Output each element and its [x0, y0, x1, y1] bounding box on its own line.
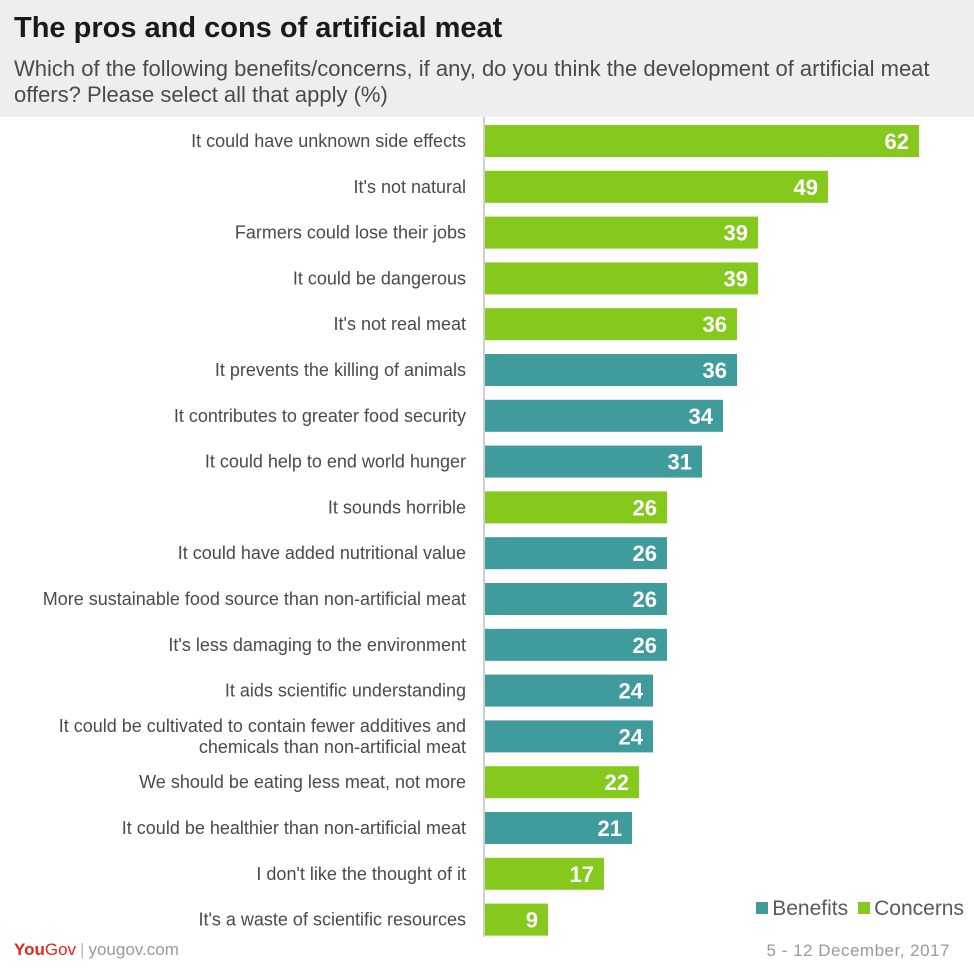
legend-item-concerns: Concerns — [858, 897, 964, 920]
bar-value-label-8: 31 — [668, 450, 692, 475]
bar-8 — [485, 445, 702, 478]
category-label-12: It's less damaging to the environment — [168, 635, 466, 655]
bar-18 — [485, 903, 548, 936]
category-label-8: It could help to end world hunger — [205, 452, 466, 472]
category-label-6: It prevents the killing of animals — [215, 360, 466, 380]
bar-9 — [485, 491, 667, 524]
category-label-7: It contributes to greater food security — [174, 406, 466, 426]
legend-label-concerns: Concerns — [874, 897, 964, 920]
chart-header: The pros and cons of artificial meat Whi… — [0, 0, 974, 117]
bar-12 — [485, 628, 667, 661]
category-label-4: It could be dangerous — [293, 268, 466, 288]
survey-date: 5 - 12 December, 2017 — [766, 941, 950, 960]
bar-10 — [485, 537, 667, 570]
logo-separator: | — [80, 940, 85, 959]
category-label-1: It could have unknown side effects — [191, 131, 466, 151]
category-label-16: It could be healthier than non-artificia… — [122, 818, 466, 838]
bar-value-label-5: 36 — [703, 312, 727, 337]
bar-value-label-17: 17 — [570, 862, 594, 887]
category-label-11: More sustainable food source than non-ar… — [43, 589, 466, 609]
category-label-13: It aids scientific understanding — [225, 681, 466, 701]
legend-swatch-benefits — [756, 902, 769, 914]
legend-swatch-concerns — [858, 902, 871, 914]
bar-value-label-3: 39 — [724, 221, 748, 246]
bar-value-label-14: 24 — [619, 724, 644, 749]
bar-14 — [485, 720, 653, 753]
legend-item-benefits: Benefits — [756, 897, 848, 920]
chart-subtitle: Which of the following benefits/concerns… — [14, 56, 930, 107]
bar-chart: 62 It could have unknown side effects 49 It… — [43, 117, 919, 937]
bar-value-label-4: 39 — [724, 266, 748, 291]
bar-1 — [485, 125, 919, 157]
bar-value-label-6: 36 — [703, 358, 727, 383]
chart-legend: Benefits Concerns — [756, 897, 964, 921]
bar-value-label-11: 26 — [633, 587, 657, 612]
category-label-3: Farmers could lose their jobs — [235, 223, 466, 243]
footer-url: yougov.com — [88, 940, 179, 959]
bar-value-label-13: 24 — [619, 679, 644, 704]
bar-value-label-1: 62 — [885, 129, 909, 154]
category-label-10: It could have added nutritional value — [178, 543, 466, 563]
bar-11 — [485, 583, 667, 615]
bar-value-label-12: 26 — [633, 633, 657, 658]
logo-gov: Gov — [44, 940, 77, 959]
yougov-logo: YouGov | yougov.com — [14, 940, 179, 960]
category-label-15: We should be eating less meat, not more — [139, 772, 466, 792]
bar-value-label-10: 26 — [633, 541, 657, 566]
chart-title: The pros and cons of artificial meat — [14, 12, 503, 44]
bar-value-label-18: 9 — [526, 908, 538, 933]
bar-17 — [485, 857, 604, 890]
logo-you: You — [14, 940, 45, 959]
category-label-9: It sounds horrible — [328, 497, 466, 517]
bar-3 — [485, 216, 758, 249]
bar-value-label-15: 22 — [605, 770, 629, 795]
bar-value-label-9: 26 — [633, 495, 657, 520]
bar-value-label-2: 49 — [794, 175, 818, 200]
bar-7 — [485, 399, 723, 432]
category-label-17: I don't like the thought of it — [256, 864, 466, 884]
bar-2 — [485, 170, 828, 203]
bar-value-label-7: 34 — [689, 404, 714, 429]
bar-15 — [485, 766, 639, 799]
bar-4 — [485, 262, 758, 295]
bar-5 — [485, 308, 737, 341]
legend-label-benefits: Benefits — [772, 897, 849, 920]
bar-value-label-16: 21 — [598, 816, 622, 841]
bar-16 — [485, 812, 632, 844]
category-label-2: It's not natural — [354, 177, 467, 197]
category-label-5: It's not real meat — [334, 314, 467, 334]
category-label-18: It's a waste of scientific resources — [198, 910, 466, 930]
bar-13 — [485, 674, 653, 707]
bar-6 — [485, 354, 737, 386]
category-label-14: It could be cultivated to contain fewer … — [59, 716, 466, 757]
